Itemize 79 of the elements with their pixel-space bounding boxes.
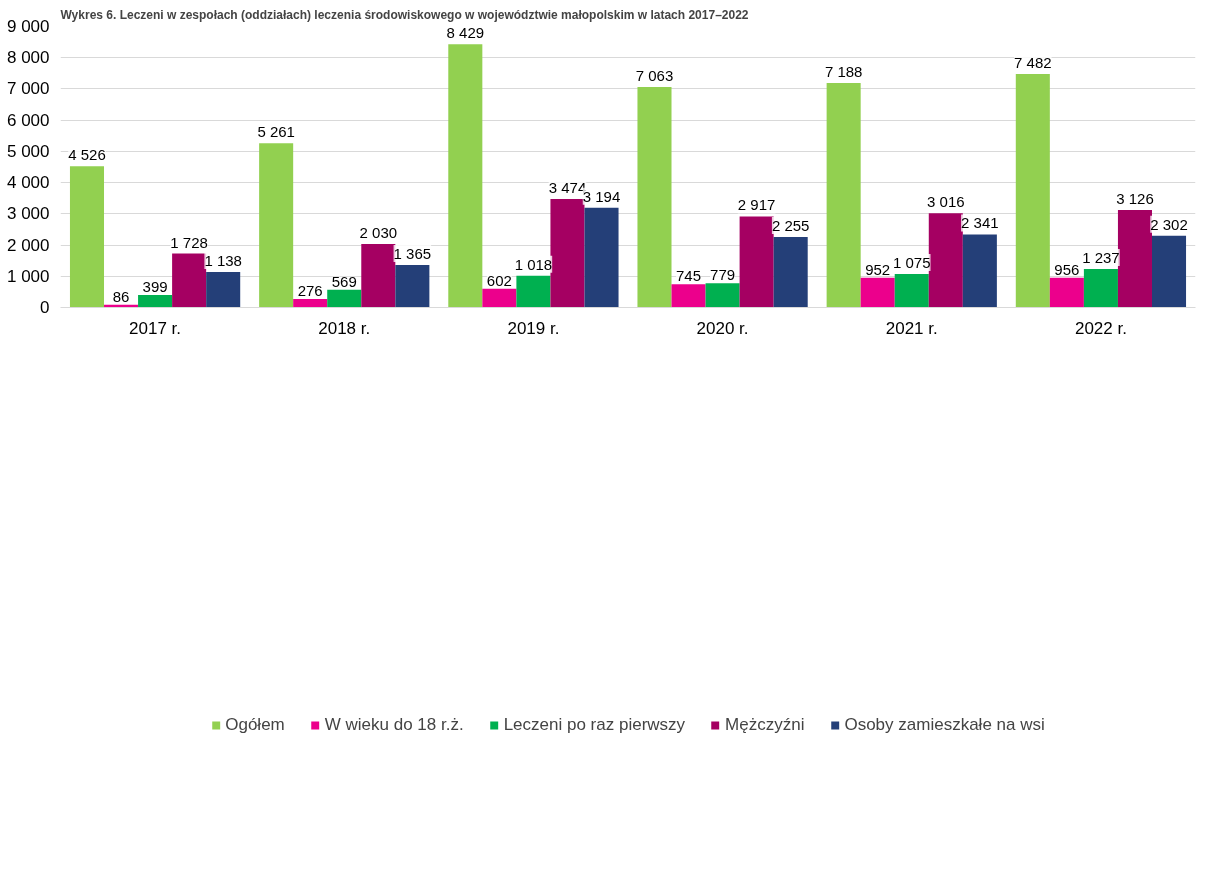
bar	[860, 277, 895, 308]
y-tick-label: 2 000	[6, 235, 50, 255]
bar	[894, 273, 929, 308]
y-tick-label: 1 000	[6, 266, 50, 286]
bar	[637, 86, 672, 308]
data-label: 7 063	[635, 66, 674, 84]
y-tick-label: 4 000	[6, 173, 50, 193]
data-label: 2 917	[737, 196, 776, 214]
bar	[962, 234, 997, 308]
chart-title: Wykres 6. Leczeni w zespołach (oddziałach) leczenia środowiskowego w województwie małopolskim w latach 2017–2022	[60, 7, 749, 22]
data-label: 4 526	[68, 146, 106, 164]
bar	[206, 271, 241, 308]
x-tick-label: 2018 r.	[318, 318, 371, 338]
bar	[293, 298, 328, 308]
data-label: 7 188	[824, 63, 863, 81]
bar	[395, 264, 430, 308]
bar	[448, 44, 483, 308]
data-label: 2 255	[771, 217, 810, 235]
data-label: 7 482	[1014, 53, 1052, 71]
bar	[550, 199, 585, 308]
y-tick-label: 0	[40, 298, 50, 317]
data-label: 5 261	[257, 123, 295, 141]
x-tick-label: 2022 r.	[1074, 318, 1127, 338]
data-label: 1 365	[393, 244, 432, 262]
data-label: 956	[1054, 260, 1080, 278]
legend-label: W wieku do 18 r.ż.	[324, 715, 464, 735]
bar	[69, 166, 105, 308]
bar	[259, 143, 294, 308]
data-label: 8 429	[446, 24, 485, 42]
bar	[705, 283, 740, 308]
y-tick-label: 8 000	[6, 48, 50, 68]
data-label: 2 341	[961, 214, 999, 232]
x-tick-label: 2020 r.	[696, 318, 749, 338]
bar	[1015, 73, 1050, 308]
bar	[928, 213, 963, 308]
bar	[482, 288, 517, 308]
y-tick-label: 5 000	[6, 141, 50, 161]
legend-label: Osoby zamieszkałe na wsi	[844, 715, 1045, 735]
data-label: 1 075	[892, 253, 931, 271]
data-label: 1 237	[1082, 248, 1120, 266]
bar	[172, 253, 207, 308]
legend-label: Mężczyźni	[725, 715, 805, 735]
y-tick-label: 7 000	[6, 79, 50, 99]
data-label: 952	[865, 260, 891, 278]
data-label: 3 016	[927, 193, 965, 211]
x-tick-label: 2019 r.	[507, 318, 560, 338]
bar	[138, 295, 173, 308]
bar	[739, 216, 774, 308]
data-label: 399	[142, 278, 168, 296]
data-label: 86	[112, 287, 130, 305]
x-tick-label: 2021 r.	[885, 318, 938, 338]
data-label: 745	[676, 267, 702, 285]
data-label: 2 302	[1150, 215, 1188, 233]
bar	[1151, 235, 1187, 308]
y-tick-label: 3 000	[6, 204, 50, 224]
data-label: 1 728	[170, 233, 208, 251]
bar	[584, 207, 619, 308]
bar	[516, 275, 551, 308]
data-label: 276	[297, 281, 323, 299]
bar	[1117, 209, 1152, 308]
x-tick-label: 2017 r.	[129, 318, 182, 338]
bar	[671, 284, 706, 308]
data-label: 1 018	[514, 255, 553, 273]
bar	[826, 83, 861, 308]
legend-label: Ogółem	[225, 715, 285, 735]
bar	[1083, 268, 1118, 308]
legend-label: Leczeni po raz pierwszy	[503, 715, 686, 735]
y-tick-label: 9 000	[6, 17, 50, 36]
bar	[327, 289, 362, 308]
bar	[361, 244, 396, 308]
data-label: 3 126	[1116, 189, 1154, 207]
data-label: 602	[486, 271, 512, 289]
data-label: 2 030	[359, 224, 398, 242]
data-label: 1 138	[204, 251, 242, 269]
bar	[1049, 277, 1084, 308]
data-label: 779	[710, 266, 736, 284]
data-label: 569	[331, 272, 357, 290]
y-tick-label: 6 000	[6, 110, 50, 130]
bar	[773, 237, 808, 308]
